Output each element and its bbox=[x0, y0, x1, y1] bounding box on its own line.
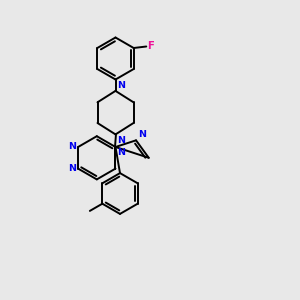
Text: N: N bbox=[117, 81, 125, 90]
Text: N: N bbox=[68, 164, 76, 173]
Text: N: N bbox=[68, 142, 76, 152]
Text: N: N bbox=[117, 136, 125, 145]
Text: N: N bbox=[117, 148, 125, 157]
Text: N: N bbox=[138, 130, 146, 139]
Text: F: F bbox=[148, 41, 154, 52]
